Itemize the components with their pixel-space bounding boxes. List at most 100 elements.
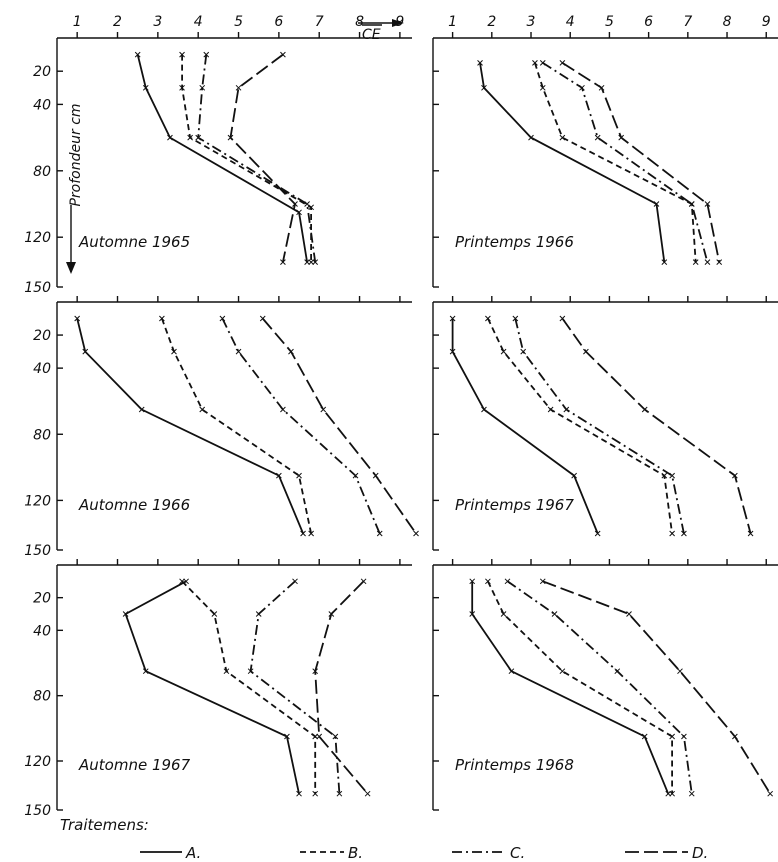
y-axis-label: Profondeur cm [68, 103, 84, 206]
panel-1-point-a-2 [142, 84, 149, 91]
panel-3-point-d-4 [372, 472, 379, 479]
panel-3-series-c [221, 318, 381, 534]
panel-2-xtick-label-6: 6 [644, 14, 653, 30]
panel-3-point-c-4 [352, 472, 359, 479]
ce-arrow-head [392, 19, 404, 27]
panel-1-point-b-4 [308, 204, 315, 211]
panel-3-point-b-4 [296, 472, 302, 479]
ce-axis-label: CE [362, 27, 381, 43]
panel-1-ytick-label-80: 80 [33, 164, 51, 180]
panel-6-point-a-4 [641, 733, 648, 740]
panel-1-point-b-3 [187, 134, 193, 141]
panel-3-ytick-label-80: 80 [33, 427, 51, 443]
panel-2-series-d [561, 62, 721, 263]
panel-1-xtick-label-4: 4 [194, 14, 203, 30]
panel-1-point-d-5 [280, 259, 286, 265]
panel-2-xtick-label-3: 3 [527, 14, 536, 30]
panel-6-title: Printemps 1968 [455, 756, 574, 774]
panel-5-point-c-2 [255, 611, 262, 617]
panel-3-point-c-5 [376, 530, 383, 537]
panel-6-point-a-1 [469, 578, 476, 585]
panel-6-series-b [487, 580, 673, 794]
panel-5-ytick-label-80: 80 [33, 689, 51, 705]
panel-4-series-d [561, 317, 752, 534]
panel-1-xtick-label-3: 3 [153, 14, 162, 30]
panel-6-point-b-5 [669, 790, 676, 797]
panel-3-point-b-1 [159, 315, 165, 322]
panel-6-point-b-2 [500, 611, 507, 617]
panel-1-point-c-3 [195, 134, 202, 141]
legend-label-a: A. [185, 844, 201, 862]
legend-label-d: D. [692, 844, 708, 862]
panel-2-point-a-3 [528, 134, 534, 141]
panel-2-point-b-3 [559, 134, 566, 141]
legend-label-c: C. [510, 844, 525, 862]
panel-1-point-d-1 [280, 51, 286, 58]
panel-6-point-c-1 [504, 578, 511, 585]
panel-2-xtick-label-4: 4 [566, 14, 575, 30]
panel-5-point-a-2 [122, 611, 129, 617]
panel-4-point-c-4 [669, 472, 676, 479]
panel-4-point-a-1 [449, 315, 456, 322]
panel-3-ytick-label-150: 150 [24, 543, 51, 559]
panel-3-point-b-2 [171, 348, 177, 355]
panel-5-point-b-1 [179, 578, 185, 585]
panel-4-point-d-1 [559, 315, 566, 322]
panel-6-series-d [542, 580, 771, 795]
panel-6-point-b-3 [559, 668, 566, 675]
panel-1-point-c-1 [203, 51, 210, 58]
panel-3-series-b [161, 318, 312, 534]
panel-2-point-c-1 [539, 60, 546, 66]
panel-2-point-c-4 [688, 201, 695, 207]
panel-5-point-c-1 [292, 578, 298, 585]
panel-2-point-d-2 [598, 84, 605, 91]
panel-6-point-b-4 [669, 733, 676, 740]
panel-4-point-d-3 [641, 406, 648, 413]
panel-3-ytick-label-40: 40 [33, 361, 51, 377]
panel-1-series-b [181, 54, 312, 263]
panel-2-point-c-2 [579, 84, 585, 91]
panel-1-point-b-2 [179, 84, 185, 91]
panel-2-point-b-1 [532, 60, 538, 66]
panel-3-point-d-1 [259, 315, 266, 322]
panel-6-point-c-3 [614, 668, 621, 675]
panel-1-point-d-4 [292, 201, 298, 207]
panel-2-point-c-3 [594, 134, 601, 141]
legend-label-b: B. [348, 844, 363, 862]
panel-5-point-a-5 [296, 790, 302, 797]
panel-3-point-a-2 [82, 348, 89, 355]
panel-5-point-b-3 [223, 668, 230, 675]
panel-3-point-a-4 [276, 472, 282, 479]
panel-1-point-a-1 [134, 51, 141, 58]
panel-1-xtick-label-2: 2 [113, 14, 122, 30]
panel-1-xtick-label-5: 5 [234, 14, 243, 30]
panel-3-point-a-3 [138, 406, 145, 413]
panel-3-point-c-1 [219, 315, 226, 322]
panel-1-xtick-label-6: 6 [274, 14, 283, 30]
panel-4-point-d-4 [732, 472, 738, 479]
panel-1-ytick-label-150: 150 [24, 280, 51, 296]
panel-4-point-a-4 [571, 472, 577, 479]
panel-5-point-d-2 [328, 611, 335, 617]
panel-5-ytick-label-40: 40 [33, 623, 51, 639]
panel-4-point-b-3 [547, 406, 554, 413]
panel-3-point-d-2 [288, 348, 294, 355]
panel-5-point-a-3 [142, 668, 149, 675]
panel-2-point-d-5 [716, 259, 723, 265]
depth-arrow-head [66, 262, 76, 274]
panel-5-title: Automne 1967 [78, 756, 191, 774]
panel-6-point-d-3 [677, 668, 683, 675]
panel-2-series-b [534, 62, 697, 263]
panel-2-point-a-5 [661, 259, 668, 265]
panel-1-point-a-3 [167, 134, 173, 141]
panel-6-point-d-5 [767, 790, 774, 797]
panel-5-ytick-label-20: 20 [33, 591, 51, 607]
panel-1-ytick-label-20: 20 [33, 64, 51, 80]
panel-3-point-c-2 [235, 348, 242, 355]
panel-6-point-d-4 [732, 733, 738, 740]
panel-4-point-c-3 [563, 406, 570, 413]
panel-1-series-c [197, 54, 317, 263]
panel-2-point-a-1 [477, 60, 483, 66]
panel-2-point-c-5 [704, 259, 711, 265]
panel-4-point-b-2 [500, 348, 507, 355]
